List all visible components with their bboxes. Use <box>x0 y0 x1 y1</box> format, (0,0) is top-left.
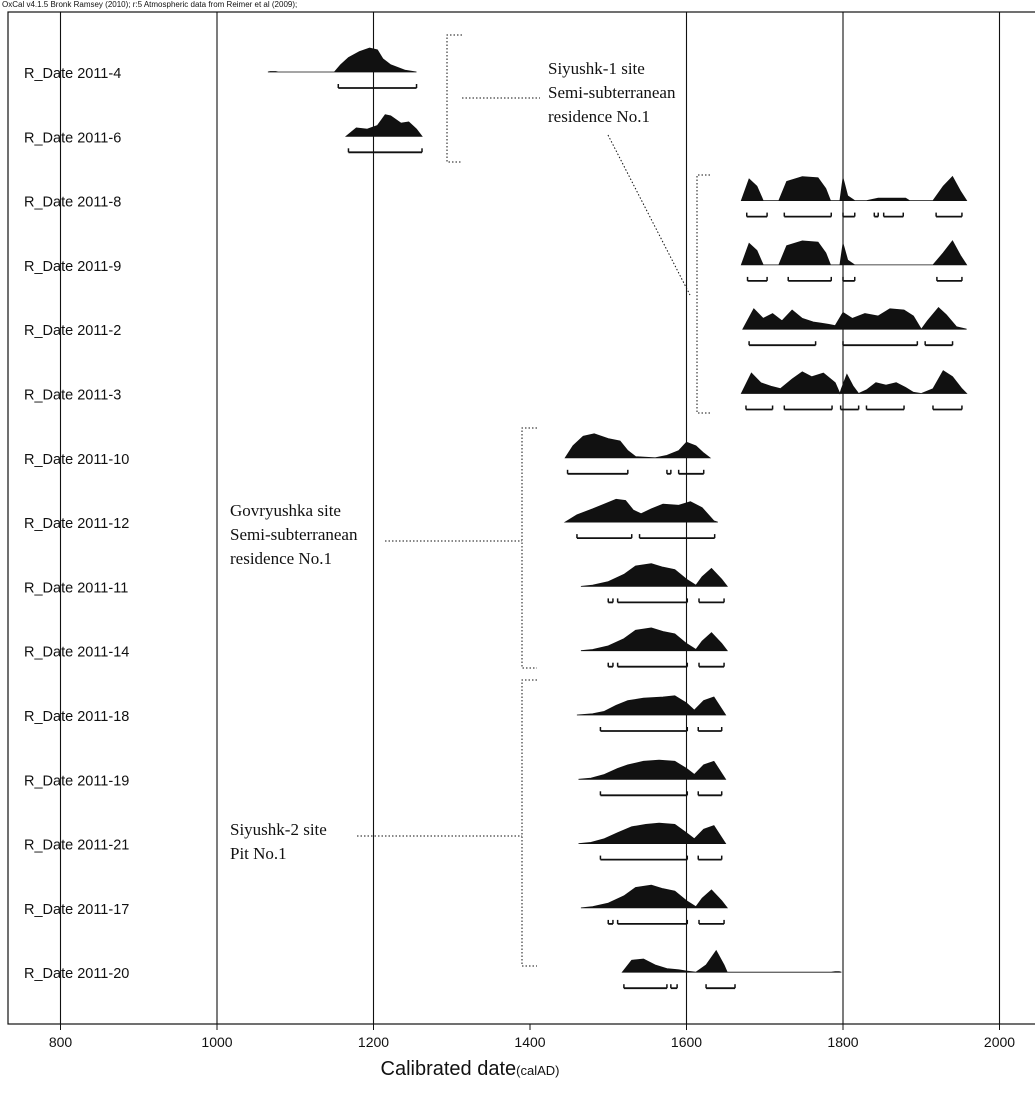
x-tick-label-1200: 1200 <box>358 1034 389 1050</box>
series-label: R_Date 2011-3 <box>24 388 121 404</box>
series-r_date-2011-2: R_Date 2011-2 <box>24 307 967 347</box>
group-label-line: residence No.1 <box>548 107 650 126</box>
x-axis-label-unit: (calAD) <box>516 1063 559 1078</box>
series-label: R_Date 2011-20 <box>24 966 129 982</box>
x-tick-label-2000: 2000 <box>984 1034 1015 1050</box>
group-bracket-1 <box>696 174 710 414</box>
series-r_date-2011-3: R_Date 2011-3 <box>24 370 968 411</box>
series-label: R_Date 2011-12 <box>24 516 129 532</box>
series-r_date-2011-9: R_Date 2011-9 <box>24 240 968 282</box>
series-r_date-2011-12: R_Date 2011-12 <box>24 498 718 539</box>
series-r_date-2011-8: R_Date 2011-8 <box>24 175 968 218</box>
series-r_date-2011-6: R_Date 2011-6 <box>24 114 423 154</box>
series-r_date-2011-18: R_Date 2011-18 <box>24 695 727 732</box>
plot-frame <box>7 11 1035 1025</box>
x-tick-label-1600: 1600 <box>671 1034 702 1050</box>
series-r_date-2011-19: R_Date 2011-19 <box>24 759 727 797</box>
group-label-line: residence No.1 <box>230 549 332 568</box>
probability-distribution <box>580 627 729 652</box>
vertical-gridlines <box>59 12 1001 1024</box>
probability-distribution <box>580 884 729 909</box>
probability-distribution <box>578 822 727 844</box>
series-r_date-2011-4: R_Date 2011-4 <box>24 47 418 89</box>
series-r_date-2011-17: R_Date 2011-17 <box>24 884 729 925</box>
series-label: R_Date 2011-21 <box>24 838 129 854</box>
chart-header: OxCal v4.1.5 Bronk Ramsey (2010); r:5 At… <box>2 0 297 9</box>
series-r_date-2011-10: R_Date 2011-10 <box>24 433 712 475</box>
probability-distribution <box>740 240 968 266</box>
x-tick-label-1400: 1400 <box>514 1034 545 1050</box>
leader-line <box>607 134 691 296</box>
series-label: R_Date 2011-4 <box>24 66 121 82</box>
x-tick-label-1000: 1000 <box>201 1034 232 1050</box>
series-label: R_Date 2011-18 <box>24 709 129 725</box>
probability-distribution <box>740 370 968 395</box>
series-label: R_Date 2011-10 <box>24 452 129 468</box>
group-label-line: Semi-subterranean <box>230 525 358 544</box>
group-label-line: Semi-subterranean <box>548 83 676 102</box>
group-label: Govryushka site Semi-subterranean residenc… <box>230 501 358 568</box>
x-tick-label-1800: 1800 <box>827 1034 858 1050</box>
series-label: R_Date 2011-9 <box>24 259 121 275</box>
series-r_date-2011-11: R_Date 2011-11 <box>24 563 729 604</box>
series-label: R_Date 2011-8 <box>24 195 121 211</box>
group-label: Siyushk-1 site Semi-subterranean residence… <box>548 59 676 126</box>
group-label-line: Govryushka site <box>230 501 341 520</box>
series-r_date-2011-14: R_Date 2011-14 <box>24 627 729 668</box>
series-label: R_Date 2011-11 <box>24 580 128 596</box>
probability-distribution <box>267 47 417 73</box>
group-label-line: Siyushk-2 site <box>230 820 327 839</box>
probability-distribution <box>742 307 967 330</box>
group-label: Siyushk-2 site Pit No.1 <box>230 820 327 863</box>
series-label: R_Date 2011-17 <box>24 902 129 918</box>
date-series-layer: R_Date 2011-4 R_Date 2011-6 R_Date 2011-8 R… <box>24 47 968 990</box>
x-axis-label: Calibrated date(calAD) <box>381 1058 560 1080</box>
x-tick-label-800: 800 <box>49 1034 73 1050</box>
group-label-line: Pit No.1 <box>230 844 287 863</box>
series-r_date-2011-20: R_Date 2011-20 <box>24 949 842 990</box>
series-label: R_Date 2011-19 <box>24 773 129 789</box>
series-label: R_Date 2011-6 <box>24 130 121 146</box>
bracket <box>521 427 537 669</box>
x-axis-label-main: Calibrated date <box>381 1058 517 1080</box>
probability-distribution <box>576 695 727 716</box>
bracket <box>446 34 462 163</box>
series-label: R_Date 2011-14 <box>24 645 129 661</box>
probability-distribution <box>578 759 727 780</box>
group-bracket-3: Siyushk-2 site Pit No.1 <box>230 679 537 967</box>
site-groups-layer: Siyushk-1 site Semi-subterranean residence… <box>230 34 710 967</box>
probability-distribution <box>740 175 968 201</box>
bracket <box>696 174 710 414</box>
probability-distribution <box>564 433 712 459</box>
group-bracket-0: Siyushk-1 site Semi-subterranean residence… <box>446 34 691 296</box>
probability-distribution <box>344 114 423 137</box>
bracket <box>521 679 537 967</box>
probability-distribution <box>563 498 718 523</box>
probability-distribution <box>621 949 842 973</box>
group-bracket-2: Govryushka site Semi-subterranean residenc… <box>230 427 537 669</box>
group-label-line: Siyushk-1 site <box>548 59 645 78</box>
probability-distribution <box>580 563 729 587</box>
x-axis: 800 1000 1200 1400 1600 1800 2000 <box>7 11 1035 1050</box>
series-r_date-2011-21: R_Date 2011-21 <box>24 822 727 861</box>
series-label: R_Date 2011-2 <box>24 323 121 339</box>
